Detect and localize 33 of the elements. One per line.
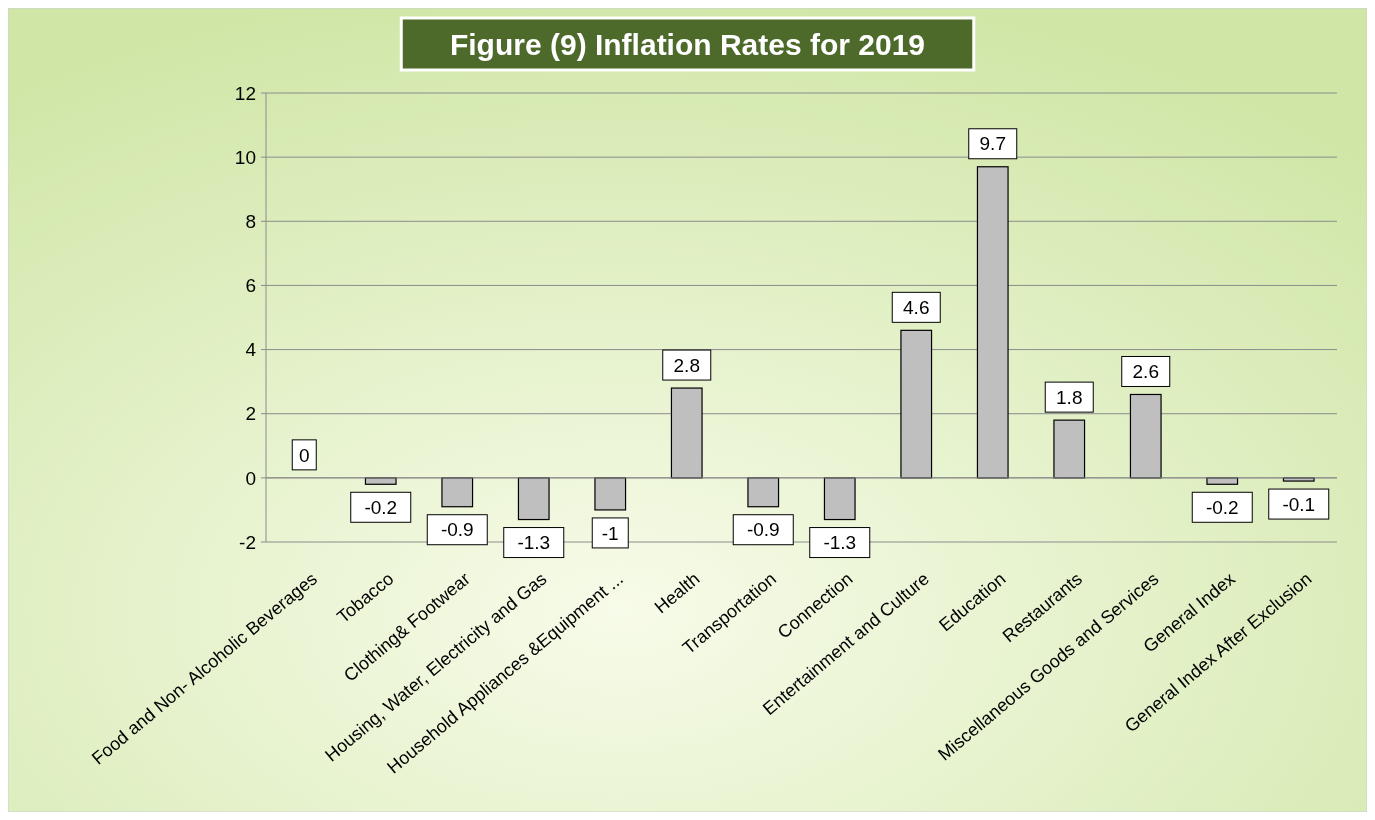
data-label: 4.6 [903, 296, 930, 318]
data-label: -0.2 [1205, 496, 1239, 518]
bar [670, 387, 703, 479]
y-tick-label: 12 [234, 82, 256, 104]
bar [1053, 419, 1086, 479]
data-label: 9.7 [979, 133, 1006, 155]
y-tick-label: 0 [245, 467, 256, 489]
y-tick-label: -2 [239, 531, 256, 553]
data-label: -0.9 [746, 519, 780, 541]
data-label: -0.2 [364, 496, 398, 518]
data-label: -0.1 [1282, 493, 1316, 515]
y-tick-label: 6 [245, 275, 256, 297]
data-label: -0.9 [440, 519, 474, 541]
bar [976, 166, 1009, 479]
y-tick-label: 2 [245, 403, 256, 425]
y-tick-label: 8 [245, 210, 256, 232]
chart-title: Figure (9) Inflation Rates for 2019 [449, 27, 926, 61]
data-label: 1.8 [1056, 386, 1083, 408]
bar [900, 329, 933, 479]
data-label: -1 [601, 522, 619, 544]
bar [594, 477, 627, 511]
data-label: -1.3 [823, 532, 857, 554]
bar [517, 477, 550, 521]
data-label: -1.3 [517, 532, 551, 554]
data-label: 2.6 [1132, 361, 1159, 383]
y-tick-label: 4 [245, 339, 257, 361]
bar [747, 477, 780, 508]
bar [441, 477, 474, 508]
bar [1129, 393, 1162, 479]
y-tick-label: 10 [234, 146, 256, 168]
data-label: 0 [298, 444, 310, 466]
bar [823, 477, 856, 521]
data-label: 2.8 [673, 354, 700, 376]
